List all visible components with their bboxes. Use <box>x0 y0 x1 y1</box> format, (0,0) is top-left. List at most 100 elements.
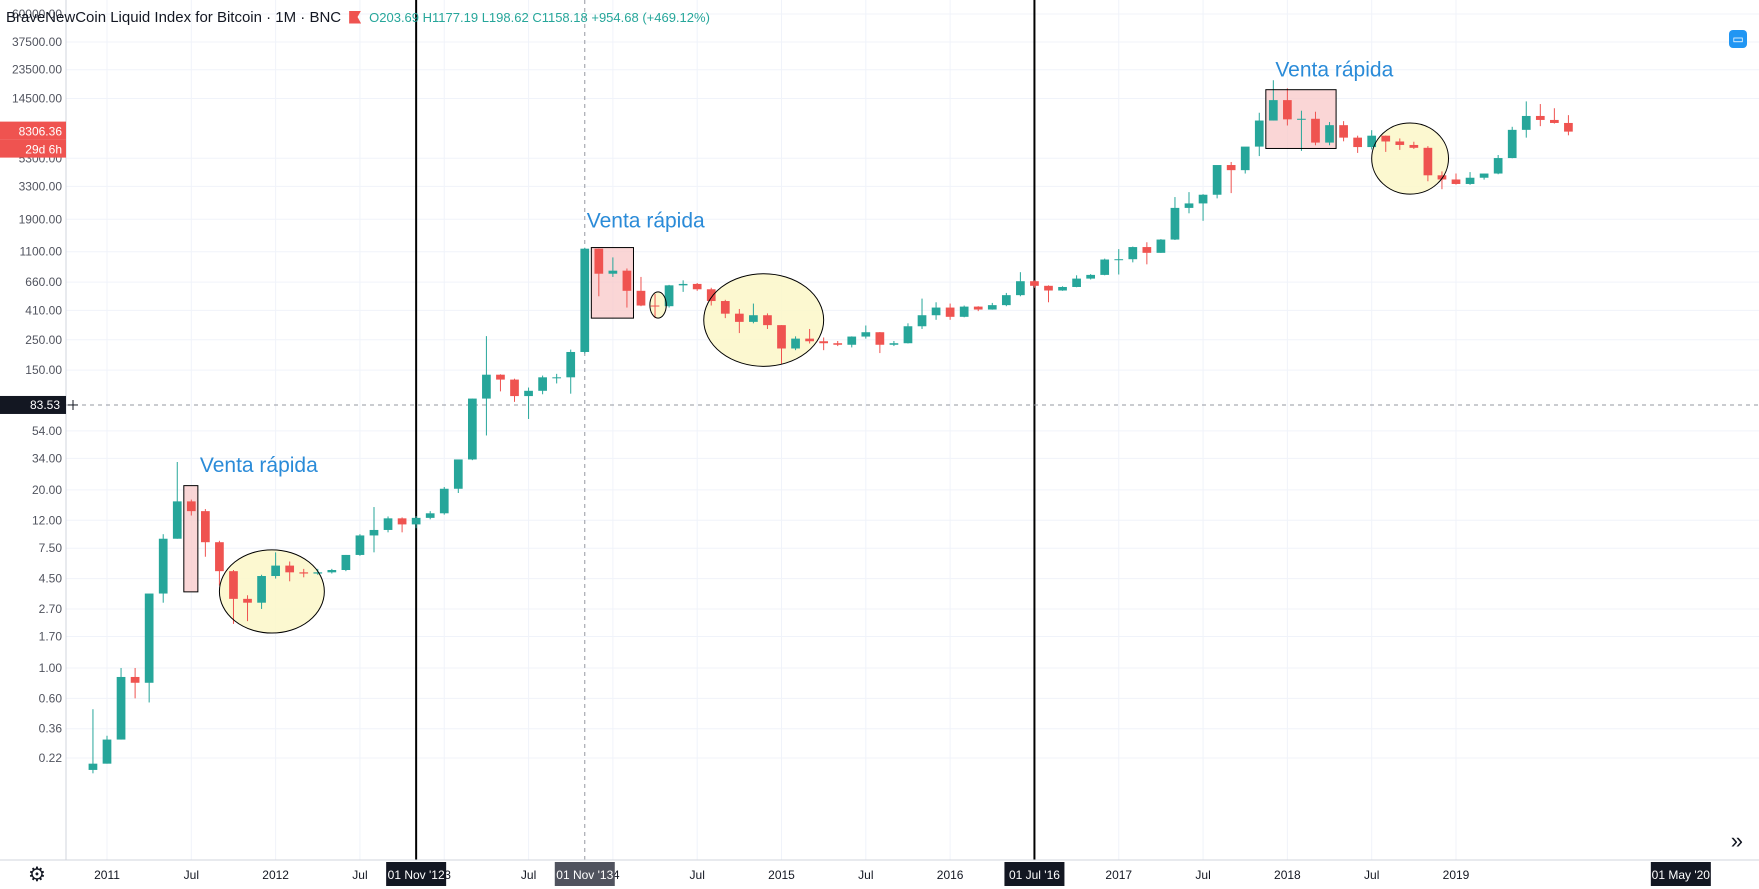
symbol-title[interactable]: BraveNewCoin Liquid Index for Bitcoin · … <box>6 8 342 26</box>
candle <box>1493 155 1503 175</box>
annotation-frames <box>183 89 1450 634</box>
price-tick-label: 1.00 <box>39 661 63 675</box>
price-tick-label: 3300.00 <box>19 179 63 193</box>
date-pill-label: 01 Nov '12 <box>388 868 445 882</box>
date-pill-label: 01 Nov '13 <box>556 868 613 882</box>
candle <box>1170 197 1180 241</box>
candle <box>833 341 843 347</box>
candle-body <box>1142 247 1152 253</box>
time-axis[interactable]: 2011Jul2012Jul13Jul14Jul2015Jul20162017J… <box>0 859 1759 886</box>
candle <box>1283 88 1292 126</box>
candle <box>1451 173 1461 185</box>
candle-body <box>875 332 885 345</box>
candle <box>1409 141 1419 149</box>
gear-icon[interactable]: ⚙ <box>28 864 46 886</box>
candle-body <box>1016 281 1025 296</box>
annotation-shapes <box>183 89 1449 634</box>
candle-body <box>130 676 140 683</box>
candle-body <box>1493 158 1503 174</box>
candle <box>959 305 969 318</box>
candle <box>1184 192 1194 214</box>
candle-body <box>1465 177 1475 184</box>
candle <box>1423 146 1433 182</box>
candle <box>215 540 224 586</box>
candle <box>1325 122 1334 146</box>
candle <box>411 515 421 529</box>
candle <box>1044 285 1053 303</box>
candle <box>102 735 112 764</box>
candle <box>1564 115 1573 136</box>
candle <box>622 268 632 308</box>
candle-body <box>397 518 407 525</box>
candle <box>1465 172 1475 185</box>
candle <box>88 709 98 774</box>
candle-body <box>1395 141 1405 145</box>
double-chevron-right-icon[interactable]: » <box>1730 828 1743 853</box>
candle <box>1353 135 1362 153</box>
candle-body <box>650 305 660 307</box>
annotation-labels: Venta rápida Venta rápida Venta rápida <box>200 58 1394 477</box>
time-tick-label: Jul <box>1364 868 1379 882</box>
candle-body <box>1451 179 1461 184</box>
candle <box>538 375 547 395</box>
candle-body <box>1240 146 1250 171</box>
candle <box>158 534 168 603</box>
candle-body <box>692 283 702 290</box>
candle-body <box>1339 125 1348 138</box>
ohlc-values: O203.69 H1177.19 L198.62 C1158.18 +954.6… <box>369 10 710 25</box>
time-tick-label: Jul <box>521 868 536 882</box>
highlight-box-border <box>183 485 199 593</box>
crosshair-price-label: 83.53 <box>30 398 60 412</box>
highlight-box <box>183 485 198 592</box>
grid <box>66 0 1759 860</box>
price-tick-label: 0.22 <box>39 751 63 765</box>
price-tick-label: 60000.00 <box>12 7 62 21</box>
square-toggle-icon[interactable]: ▭ <box>1729 30 1747 48</box>
candle-body <box>467 398 477 460</box>
time-tick-label: Jul <box>690 868 705 882</box>
highlight-box-border <box>1265 89 1337 149</box>
consolidation-ellipse-border <box>218 549 325 634</box>
candle <box>453 459 463 493</box>
candle <box>1058 286 1067 291</box>
consolidation-ellipse <box>219 549 325 634</box>
candle <box>1001 292 1011 307</box>
date-pill-label: 01 May '20 <box>1652 868 1711 882</box>
candle-body <box>369 529 379 536</box>
candle-body <box>411 517 421 525</box>
candle <box>931 302 941 320</box>
consolidation-ellipse <box>649 291 667 319</box>
candle-body <box>552 377 562 379</box>
candle <box>889 341 899 347</box>
candle <box>397 517 407 533</box>
time-tick-label: Jul <box>184 868 199 882</box>
candle-body <box>271 565 280 577</box>
candle-body <box>453 459 463 489</box>
candle-body <box>1409 144 1419 148</box>
price-tick-label: 37500.00 <box>12 35 62 49</box>
candle <box>973 306 983 312</box>
time-tick-label: 2015 <box>768 868 795 882</box>
candle-body <box>299 572 309 574</box>
candle-body <box>763 315 772 326</box>
candle <box>1128 246 1138 263</box>
time-tick-label: Jul <box>352 868 367 882</box>
candle-body <box>1184 203 1194 208</box>
candle <box>903 323 913 344</box>
candle <box>734 308 744 334</box>
candle <box>186 499 196 516</box>
candle-body <box>1535 115 1545 120</box>
candle-body <box>1226 165 1236 171</box>
candle <box>987 302 997 310</box>
candle <box>327 568 337 574</box>
candle <box>594 248 604 297</box>
date-pill <box>1004 862 1065 886</box>
candle-body <box>566 351 576 378</box>
candle-body <box>341 554 351 571</box>
candle-body <box>706 289 716 302</box>
candle <box>1226 161 1236 194</box>
flag-icon[interactable] <box>349 10 362 24</box>
candle-body <box>664 285 674 307</box>
high-value: H1177.19 <box>422 9 479 25</box>
